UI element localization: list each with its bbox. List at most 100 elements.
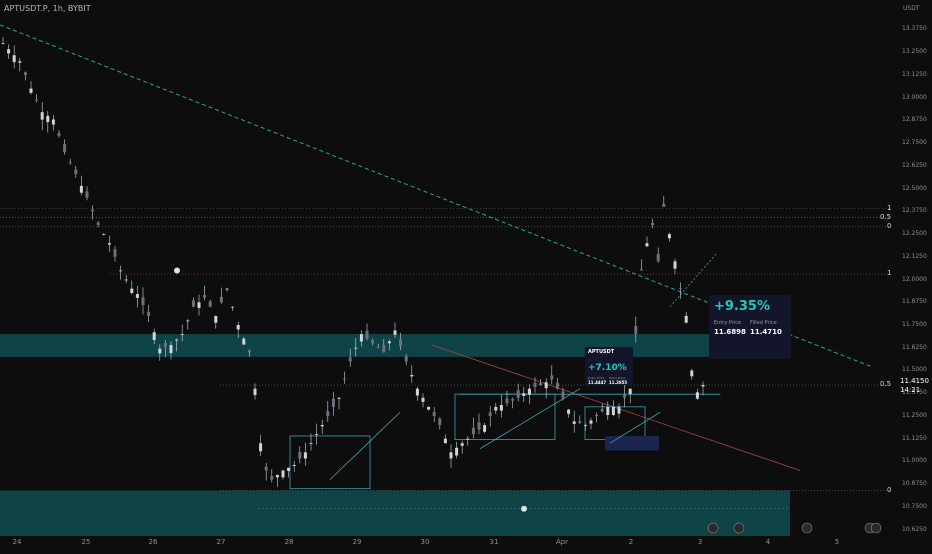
- entry-price-value: 11.6898: [714, 328, 746, 336]
- candle-body-25: [142, 297, 145, 305]
- candle-body-119: [668, 234, 671, 238]
- candle-body-53: [298, 452, 301, 459]
- trade-panel-small[interactable]: APTUSDT +7.10% Entry Price Filled Price …: [585, 347, 633, 385]
- fib-label: 0: [887, 486, 891, 494]
- x-tick-label: 26: [149, 538, 158, 546]
- y-tick-label: 11.2500: [902, 412, 927, 419]
- y-tick-label: 11.1250: [902, 435, 927, 442]
- candle-body-66: [371, 340, 374, 343]
- trade-panel-large[interactable]: +9.35% Entry Price Filled Price 11.6898 …: [709, 295, 791, 359]
- candle-body-64: [360, 334, 363, 341]
- candle-body-59: [332, 399, 335, 407]
- candle-body-111: [623, 395, 626, 398]
- trade-gain-small: +7.10%: [588, 363, 627, 373]
- candle-body-88: [494, 407, 497, 411]
- y-tick-label: 12.1250: [902, 253, 927, 260]
- candle-body-86: [483, 425, 486, 432]
- candle-body-93: [522, 393, 525, 396]
- y-tick-label: 11.6250: [902, 344, 927, 351]
- pattern-box-2: [585, 407, 645, 440]
- candle-body-5: [30, 89, 33, 93]
- candle-body-62: [349, 357, 352, 361]
- candle-body-23: [130, 289, 133, 293]
- candle-body-39: [220, 297, 223, 302]
- candle-body-40: [226, 289, 229, 290]
- candle-body-70: [394, 330, 397, 334]
- y-tick-label: 12.3750: [902, 207, 927, 214]
- event-icon-1: [734, 523, 744, 533]
- y-tick-label: 10.8750: [902, 480, 927, 487]
- x-tick-label: 4: [766, 538, 770, 546]
- candle-body-124: [696, 392, 699, 398]
- candle-body-49: [276, 475, 279, 477]
- candle-body-50: [282, 471, 285, 478]
- candle-body-54: [304, 452, 307, 458]
- candle-body-60: [338, 398, 341, 399]
- candle-body-87: [489, 412, 492, 416]
- candle-body-82: [461, 443, 464, 446]
- y-tick-label: 11.8750: [902, 298, 927, 305]
- candle-body-75: [422, 398, 425, 402]
- fib-label: 1: [887, 204, 891, 212]
- candle-body-36: [203, 295, 206, 298]
- candle-body-46: [259, 443, 262, 451]
- y-tick-label: 11.0000: [902, 457, 927, 464]
- candle-body-10: [58, 133, 61, 136]
- candle-body-61: [343, 379, 346, 380]
- candle-body-18: [102, 234, 105, 235]
- trade-gain: +9.35%: [714, 299, 770, 314]
- candle-body-41: [231, 307, 234, 308]
- fib-label: 1: [887, 269, 891, 277]
- candle-body-117: [657, 254, 660, 261]
- candle-body-28: [158, 349, 161, 354]
- candle-body-0: [2, 43, 5, 44]
- candle-body-26: [147, 312, 150, 316]
- event-icon-0: [708, 523, 718, 533]
- candle-body-116: [651, 223, 654, 225]
- y-tick-label: 12.5000: [902, 185, 927, 192]
- candle-body-63: [354, 348, 357, 349]
- candle-body-100: [562, 391, 565, 397]
- candle-body-108: [606, 407, 609, 415]
- candle-body-78: [438, 419, 441, 426]
- candle-body-19: [108, 243, 111, 244]
- candle-body-16: [91, 210, 94, 212]
- y-tick-label: 12.6250: [902, 162, 927, 169]
- candle-body-48: [270, 476, 273, 480]
- candle-body-120: [674, 261, 677, 268]
- y-tick-label: 13.2500: [902, 48, 927, 55]
- candle-body-56: [315, 434, 318, 435]
- event-icon-2: [802, 523, 812, 533]
- candle-body-21: [119, 270, 122, 271]
- candle-body-31: [175, 340, 178, 341]
- candle-body-112: [629, 389, 632, 394]
- bar-countdown: 14:21: [900, 386, 929, 395]
- candle-body-99: [556, 383, 559, 389]
- pattern-box-1: [455, 394, 555, 439]
- candle-body-113: [634, 326, 637, 334]
- candle-body-33: [186, 320, 189, 321]
- event-icon-4: [871, 523, 881, 533]
- candle-body-44: [248, 350, 251, 352]
- trade-symbol: APTUSDT: [588, 349, 614, 355]
- y-tick-label: 12.7500: [902, 139, 927, 146]
- candle-body-34: [192, 300, 195, 306]
- x-tick-label: 29: [353, 538, 362, 546]
- candle-body-101: [567, 410, 570, 414]
- candle-body-29: [164, 343, 167, 347]
- candle-body-4: [24, 72, 27, 75]
- y-tick-label: 13.3750: [902, 25, 927, 32]
- candle-body-22: [125, 280, 128, 281]
- skull-marker-1: [521, 506, 527, 512]
- candle-body-58: [326, 411, 329, 416]
- last-price: 11.4150: [900, 377, 929, 386]
- x-tick-label: 24: [13, 538, 22, 546]
- candle-body-89: [500, 405, 503, 411]
- candle-body-17: [97, 222, 100, 225]
- candle-body-68: [382, 345, 385, 353]
- candle-body-27: [153, 332, 156, 340]
- candle-body-11: [63, 144, 66, 152]
- candle-body-1: [7, 49, 10, 53]
